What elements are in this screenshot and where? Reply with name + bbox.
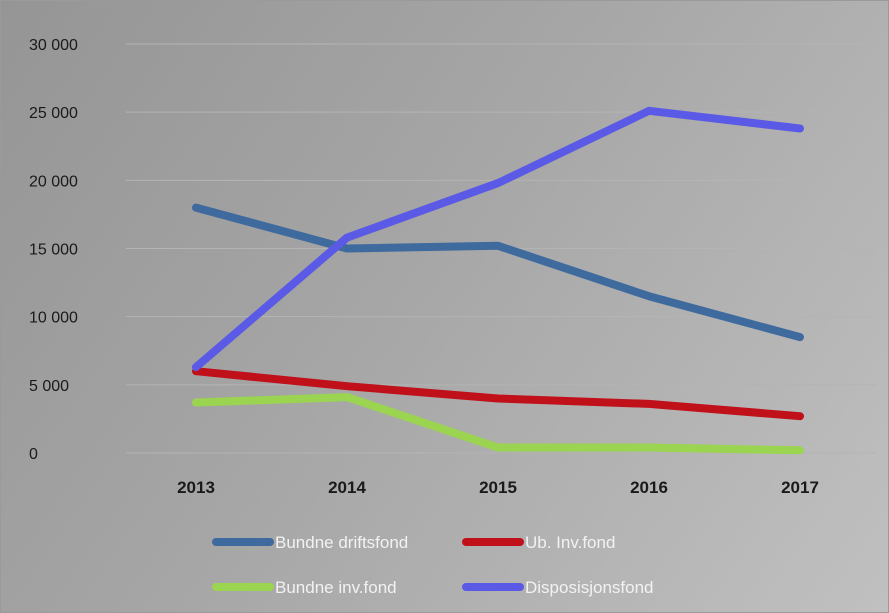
y-tick-label: 20 000 [29, 173, 78, 190]
series-line-disposisjonsfond [192, 106, 804, 372]
series-line-ub-inv-fond [192, 367, 804, 421]
y-tick-label: 5 000 [29, 378, 69, 395]
y-tick-label: 10 000 [29, 310, 78, 327]
legend-label-bundne-driftsfond: Bundne driftsfond [275, 533, 408, 552]
legend-label-disposisjonsfond: Disposisjonsfond [525, 578, 654, 597]
y-tick-label: 25 000 [29, 105, 78, 122]
y-tick-label: 15 000 [29, 242, 78, 259]
legend-label-ub-inv-fond: Ub. Inv.fond [525, 533, 615, 552]
x-tick-label: 2013 [177, 478, 215, 497]
series-line-bundne-driftsfond [192, 203, 804, 342]
legend-label-bundne-inv-fond: Bundne inv.fond [275, 578, 397, 597]
x-tick-label: 2016 [630, 478, 668, 497]
series-line-bundne-inv-fond [192, 393, 804, 455]
x-tick-label: 2014 [328, 478, 366, 497]
y-tick-label: 0 [29, 446, 38, 463]
x-tick-label: 2015 [479, 478, 517, 497]
x-tick-label: 2017 [781, 478, 819, 497]
y-tick-label: 30 000 [29, 37, 78, 54]
